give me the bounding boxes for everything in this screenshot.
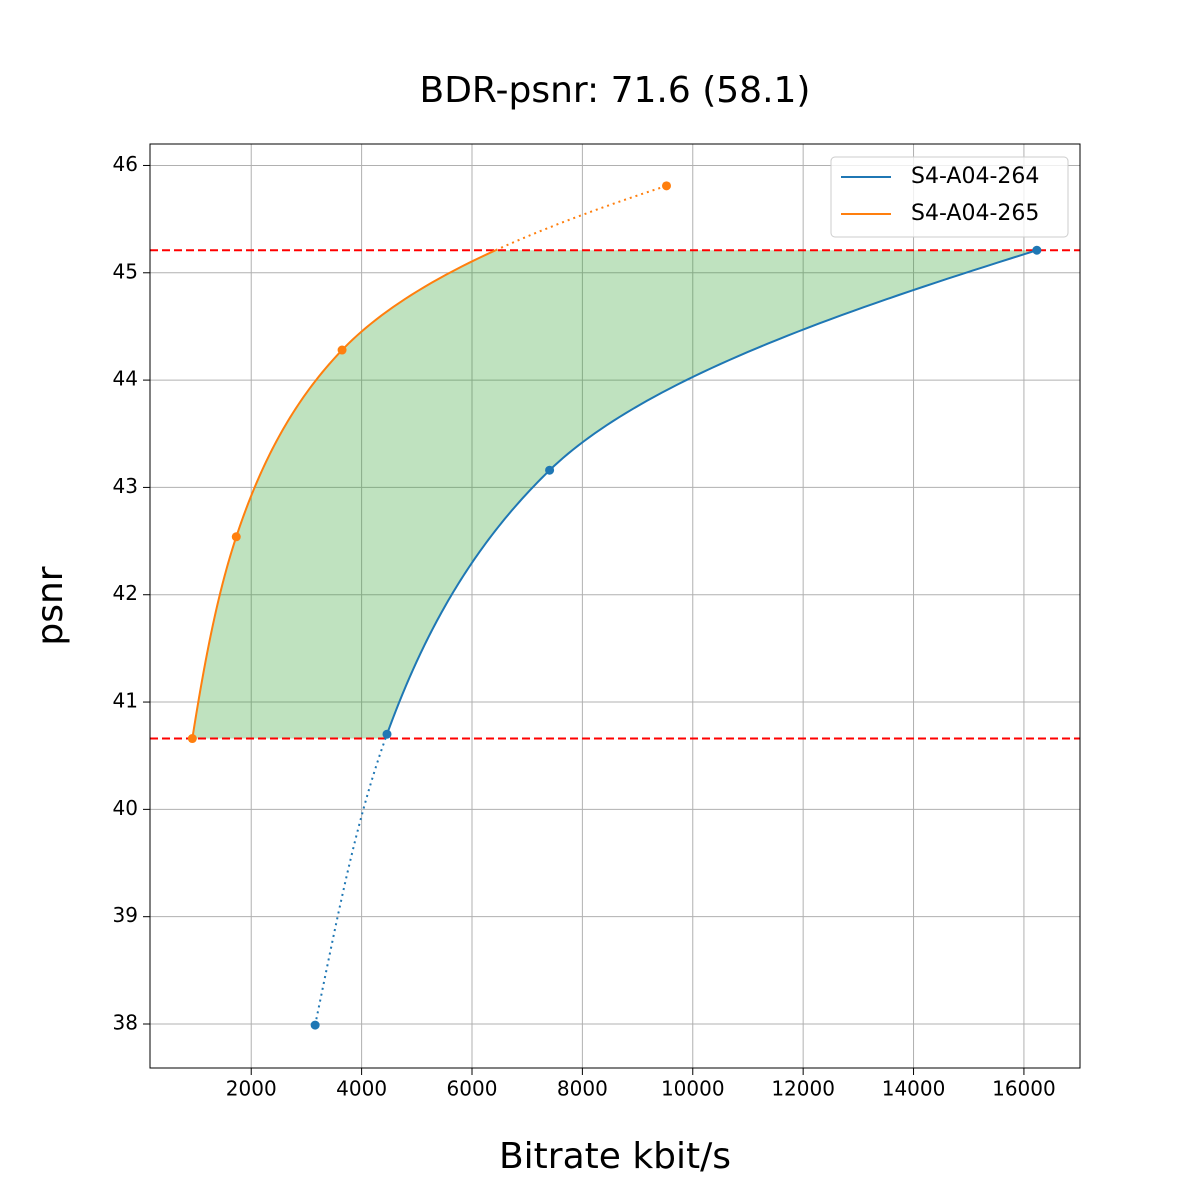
x-tick-label: 2000: [226, 1077, 277, 1101]
bd-area: [192, 250, 1037, 739]
y-tick-label: 46: [113, 152, 138, 176]
data-point: [1032, 245, 1042, 255]
y-tick-label: 43: [113, 474, 138, 498]
data-point: [187, 734, 197, 744]
y-tick-label: 45: [113, 259, 138, 283]
fit-curve: [191, 249, 497, 739]
data-point: [231, 532, 241, 542]
data-point: [382, 729, 392, 739]
legend-label: S4-A04-265: [911, 201, 1039, 226]
y-tick-label: 38: [113, 1011, 138, 1035]
fit-curve: [384, 249, 1038, 739]
x-tick-label: 16000: [992, 1077, 1056, 1101]
y-tick-label: 39: [113, 903, 138, 927]
data-point: [545, 465, 555, 475]
y-tick-label: 40: [113, 796, 138, 820]
y-axis-label: psnr: [30, 566, 71, 645]
data-point: [661, 181, 671, 191]
x-tick-label: 12000: [771, 1077, 835, 1101]
fit-curve: [495, 184, 667, 252]
chart-title: BDR-psnr: 71.6 (58.1): [420, 70, 811, 111]
x-tick-label: 8000: [557, 1077, 608, 1101]
y-tick-label: 41: [113, 689, 138, 713]
data-point: [310, 1020, 320, 1030]
x-tick-label: 6000: [447, 1077, 498, 1101]
y-tick-label: 42: [113, 581, 138, 605]
x-tick-label: 14000: [882, 1077, 946, 1101]
x-axis-label: Bitrate kbit/s: [499, 1136, 731, 1177]
legend-label: S4-A04-264: [911, 164, 1039, 189]
x-tick-label: 10000: [661, 1077, 725, 1101]
y-tick-label: 44: [113, 367, 138, 391]
x-tick-label: 4000: [336, 1077, 387, 1101]
data-point: [337, 345, 347, 355]
fit-curve: [314, 738, 387, 1026]
plot-frame: [149, 143, 1081, 1069]
